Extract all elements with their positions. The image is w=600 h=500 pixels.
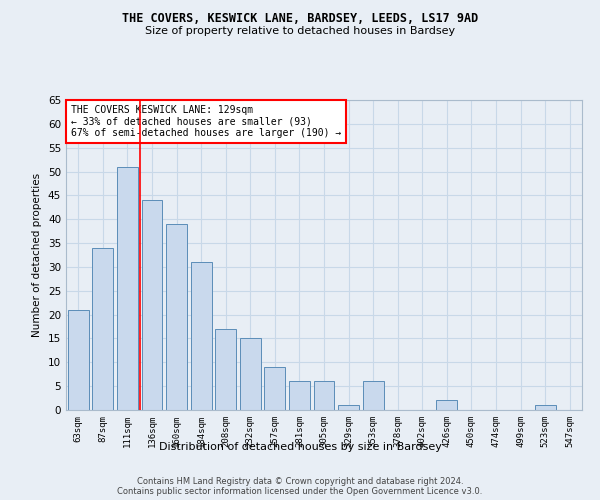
Bar [338, 405, 359, 410]
Text: THE COVERS KESWICK LANE: 129sqm
← 33% of detached houses are smaller (93)
67% of: THE COVERS KESWICK LANE: 129sqm ← 33% of… [71, 104, 341, 138]
Bar [314, 382, 334, 410]
Bar [142, 200, 163, 410]
Bar [92, 248, 113, 410]
Bar [265, 367, 286, 410]
Bar [289, 382, 310, 410]
Bar [215, 329, 236, 410]
Text: Contains public sector information licensed under the Open Government Licence v3: Contains public sector information licen… [118, 486, 482, 496]
Bar [362, 382, 383, 410]
Bar [166, 224, 187, 410]
Bar [117, 167, 138, 410]
Y-axis label: Number of detached properties: Number of detached properties [32, 173, 43, 337]
Bar [68, 310, 89, 410]
Text: Distribution of detached houses by size in Bardsey: Distribution of detached houses by size … [158, 442, 442, 452]
Text: Size of property relative to detached houses in Bardsey: Size of property relative to detached ho… [145, 26, 455, 36]
Bar [436, 400, 457, 410]
Bar [240, 338, 261, 410]
Bar [535, 405, 556, 410]
Text: THE COVERS, KESWICK LANE, BARDSEY, LEEDS, LS17 9AD: THE COVERS, KESWICK LANE, BARDSEY, LEEDS… [122, 12, 478, 26]
Text: Contains HM Land Registry data © Crown copyright and database right 2024.: Contains HM Land Registry data © Crown c… [137, 476, 463, 486]
Bar [191, 262, 212, 410]
